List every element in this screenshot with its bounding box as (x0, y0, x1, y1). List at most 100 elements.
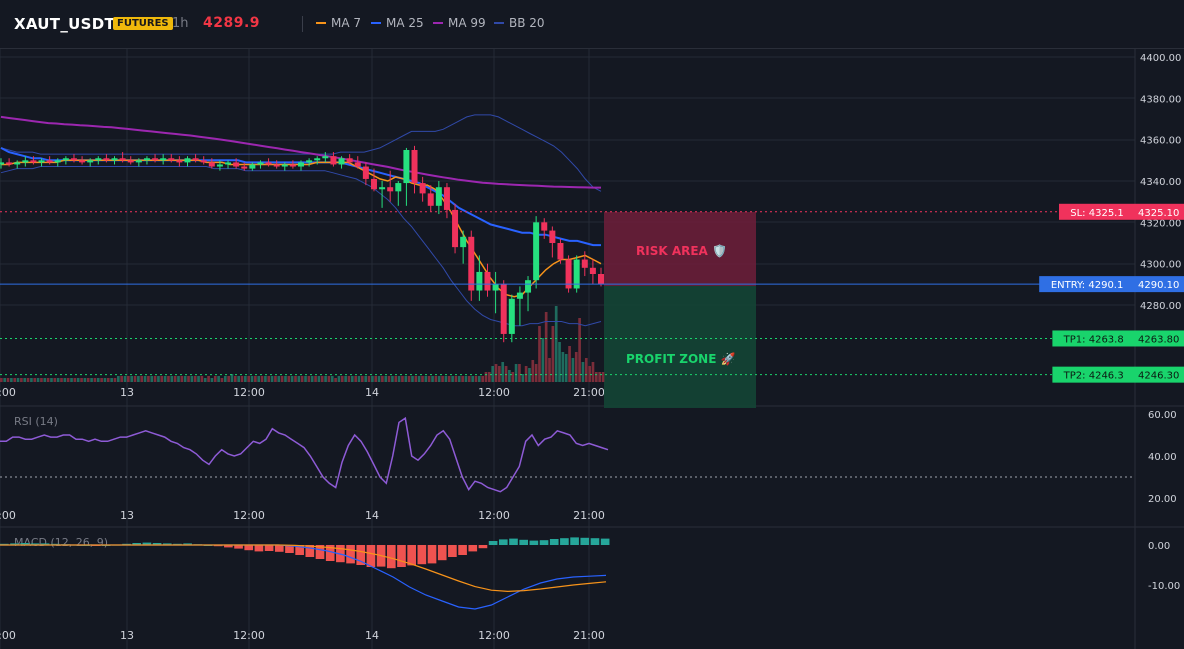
volume-bar (340, 376, 344, 382)
candle-body (525, 280, 532, 293)
volume-bar (387, 376, 391, 382)
volume-bar (317, 376, 321, 382)
macd-hist-bar (305, 545, 315, 557)
macd-hist-bar (580, 537, 590, 545)
bollinger-bands (0, 114, 602, 327)
ma25-swatch-icon (371, 22, 381, 24)
volume-bar (294, 376, 297, 382)
time-axis-macd-label: 12:00 (233, 629, 265, 642)
price-axis[interactable]: 4400.00 4380.00 4360.00 4340.00 4320.00 4300.… (1140, 53, 1181, 312)
candle-body (143, 158, 150, 161)
price-axis-label: 4280.00 (1140, 301, 1181, 312)
candle-body (387, 187, 394, 192)
macd-hist-bar (590, 538, 600, 545)
volume-bar (26, 378, 30, 382)
volume-bar (100, 378, 103, 382)
entry-axis-label: 4290.10 (1138, 280, 1179, 291)
volume-bar (213, 376, 217, 382)
candle-body (443, 187, 450, 210)
candle-body (565, 259, 572, 289)
ma99-line (0, 115, 601, 189)
volume-bar (63, 378, 67, 382)
legend-ma7[interactable]: MA 7 (316, 16, 361, 30)
volume-bar (267, 376, 271, 382)
volume-bar (143, 376, 147, 382)
volume-bar (73, 378, 77, 382)
sl-tag-bg (1059, 203, 1135, 220)
volume-bar (310, 376, 314, 382)
candlesticks[interactable] (0, 145, 604, 343)
candle-body (62, 158, 69, 161)
candle-body (14, 162, 21, 165)
candle-body (54, 160, 61, 163)
candle-body (160, 158, 167, 161)
volume-bar (574, 352, 578, 382)
volume-bar (56, 378, 60, 382)
volume-bar (411, 376, 414, 382)
volume-bar (508, 370, 511, 382)
legend-ma7-label: MA 7 (331, 16, 362, 30)
volume-bar (257, 376, 261, 382)
volume-bar (568, 346, 571, 382)
volume-bar (173, 376, 177, 382)
last-price: 4289.9 (203, 15, 261, 31)
chart-canvas[interactable]: 12:00 13 12:00 14 12:00 21:00 12:00 13 12:00 14 12… (0, 49, 1184, 649)
volume-bar (150, 376, 154, 382)
entry-axis-bg (1135, 276, 1184, 293)
candle-body (6, 162, 13, 165)
candle-body (241, 166, 248, 169)
volume-bar (538, 326, 541, 382)
candle-body (70, 158, 77, 161)
price-axis-label: 4300.00 (1140, 260, 1181, 271)
price-axis-label: 4360.00 (1140, 136, 1181, 147)
volume-bar (53, 378, 57, 382)
time-axis-main-label: 21:00 (573, 386, 605, 399)
time-axis-rsi-label: 12:00 (478, 509, 510, 522)
volume-bar (327, 376, 331, 382)
macd-hist-bar (132, 543, 142, 545)
volume-bar (227, 376, 230, 382)
volume-bar (167, 376, 170, 382)
legend-ma25[interactable]: MA 25 (371, 16, 424, 30)
macd-hist-bar (427, 545, 437, 564)
symbol-name[interactable]: XAUT_USDT (14, 15, 115, 33)
macd-panel: MACD (12, 26, 9) 0.00 -10.00 (0, 536, 1180, 610)
legend-ma99[interactable]: MA 99 (433, 16, 486, 30)
candle-body (354, 162, 361, 167)
volume-bar (274, 376, 277, 382)
legend-bb20[interactable]: BB 20 (494, 16, 545, 30)
candle-body (30, 160, 37, 163)
volume-bar (437, 376, 441, 382)
bb-swatch-icon (494, 22, 504, 24)
candle-body (403, 150, 410, 184)
volume-bar (501, 362, 505, 382)
signal-line (0, 544, 607, 593)
trade-zones: RISK AREA 🛡️ PROFIT ZONE 🚀 (604, 212, 756, 408)
candle-body (508, 298, 515, 334)
volume-bar (484, 372, 488, 382)
candle-body (38, 160, 45, 163)
macd-hist-bar (30, 543, 40, 545)
candle-body (516, 292, 523, 299)
volume-bar (16, 378, 20, 382)
volume-bar (397, 376, 401, 382)
candle-body (411, 150, 418, 184)
candle-body (533, 222, 540, 281)
macd-hist-bar (356, 545, 366, 565)
volume-bar (464, 376, 468, 382)
volume-bar (187, 376, 190, 382)
tp2-tag: TP2: 4246.3 (1063, 371, 1124, 382)
candle-body (249, 164, 256, 169)
level-tags: SL: 4325.1 4325.10 ENTRY: 4290.1 4290.10 TP1… (1039, 203, 1184, 383)
timeframe-label[interactable]: 1h (172, 16, 189, 31)
volume-bar (394, 376, 398, 382)
sl-axis-bg (1135, 203, 1184, 220)
candle-body (379, 187, 386, 190)
candle-body (79, 160, 86, 163)
volume-bar (46, 378, 50, 382)
volume-bar (10, 378, 13, 382)
volume-bar (511, 372, 515, 382)
candle-body (200, 160, 207, 163)
price-axis-label: 4320.00 (1140, 218, 1181, 229)
volume-bar (477, 376, 481, 382)
